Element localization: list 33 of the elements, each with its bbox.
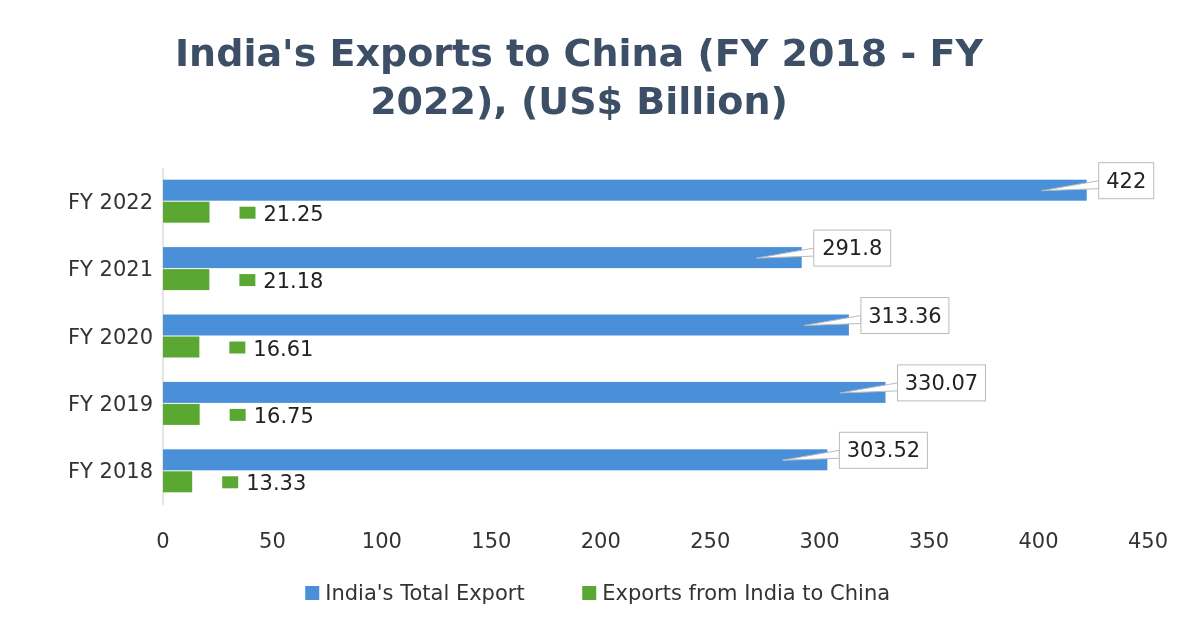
x-tick-label: 0: [156, 529, 170, 553]
data-label: 21.18: [263, 269, 324, 294]
y-tick-label: FY 2021: [67, 257, 153, 282]
data-label: 291.8: [822, 236, 883, 261]
data-label: 330.07: [904, 370, 979, 395]
x-tick-label: 200: [580, 529, 621, 553]
bar: [163, 403, 200, 425]
x-tick-label: 100: [361, 529, 402, 553]
x-tick-label: 300: [799, 529, 840, 553]
data-label: 13.33: [246, 471, 307, 496]
y-tick-label: FY 2020: [67, 324, 153, 349]
bar: [163, 471, 193, 493]
bar: [163, 201, 210, 223]
legend-label: India's Total Export: [325, 581, 525, 605]
data-label: 21.25: [263, 201, 324, 226]
y-tick-label: FY 2022: [67, 189, 153, 214]
data-label: 422: [1106, 168, 1147, 193]
x-tick-label: 400: [1018, 529, 1059, 553]
y-tick-label: FY 2018: [67, 459, 153, 484]
data-label: 16.61: [253, 336, 314, 361]
bar: [163, 336, 200, 358]
bar: [163, 269, 210, 291]
x-tick-label: 350: [909, 529, 950, 553]
x-tick-label: 50: [259, 529, 286, 553]
x-tick-label: 150: [471, 529, 512, 553]
data-label: 16.75: [253, 403, 314, 428]
y-tick-label: FY 2019: [67, 391, 153, 416]
legend-label: Exports from India to China: [602, 581, 891, 605]
data-label: 303.52: [846, 438, 921, 463]
x-tick-label: 450: [1127, 529, 1169, 553]
data-label: 313.36: [868, 303, 942, 328]
chart-title: India's Exports to China (FY 2018 - FY 2022), (US$ Billion): [174, 31, 984, 123]
x-tick-label: 250: [690, 529, 731, 553]
